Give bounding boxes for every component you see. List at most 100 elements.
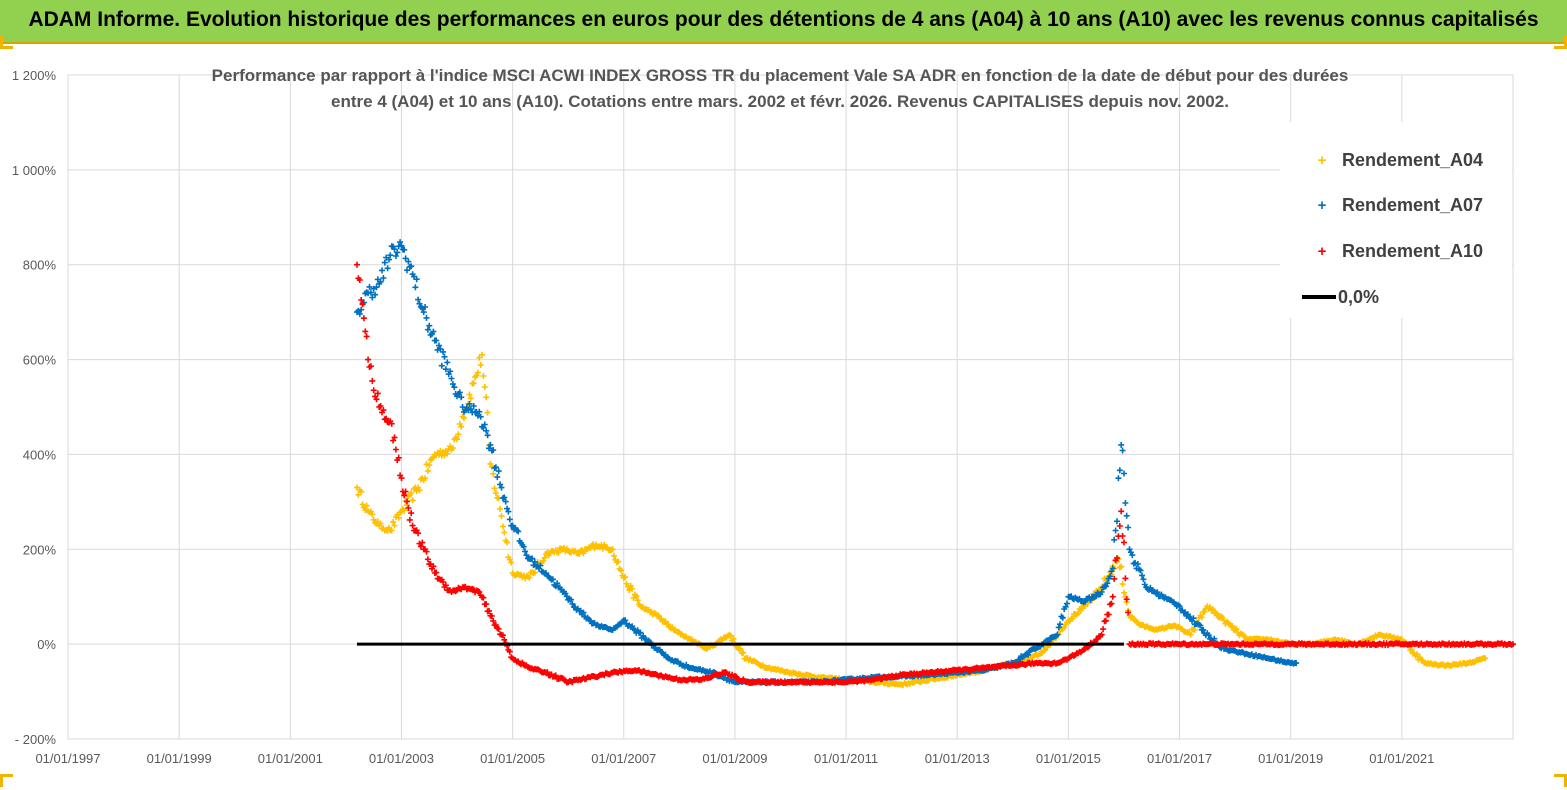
data-point: [440, 348, 447, 355]
y-tick-label: 800%: [23, 258, 57, 273]
header-banner: ADAM Informe. Evolution historique des p…: [0, 0, 1567, 44]
data-point: [1097, 591, 1104, 598]
data-point: [1116, 523, 1123, 529]
data-point: [392, 446, 399, 453]
x-axis-ticks: 01/01/1997 01/01/1999 01/01/2001 01/01/2003…: [35, 751, 1434, 766]
y-tick-label: 1 200%: [12, 68, 57, 83]
data-point: [416, 487, 423, 494]
legend-item-zero: 0,0%: [1302, 282, 1379, 312]
data-point: [358, 488, 365, 495]
data-point: [363, 502, 370, 509]
data-point: [370, 387, 377, 394]
data-point: [541, 554, 548, 561]
data-point: [409, 522, 416, 529]
data-point: [481, 384, 488, 390]
data-point: [487, 441, 494, 448]
data-point: [504, 505, 511, 512]
chart-legend: + Rendement_A04 + Rendement_A07 + Rendem…: [1280, 122, 1512, 318]
data-point: [440, 579, 447, 585]
data-point: [1104, 580, 1111, 587]
data-point: [529, 555, 536, 562]
data-point: [422, 475, 429, 482]
x-tick-label: 01/01/2015: [1036, 751, 1101, 766]
data-point: [1057, 621, 1063, 628]
data-point: [354, 261, 360, 268]
data-point: [508, 522, 515, 529]
data-point: [1140, 576, 1147, 583]
data-point: [401, 507, 408, 514]
data-point: [397, 239, 404, 246]
data-point: [737, 645, 744, 652]
data-point: [433, 569, 440, 576]
data-point: [474, 588, 481, 594]
data-point: [629, 585, 636, 592]
data-point: [1118, 563, 1125, 570]
data-point: [741, 655, 748, 662]
data-point: [1052, 633, 1059, 640]
data-point: [456, 389, 463, 396]
data-point: [422, 304, 429, 310]
data-point: [483, 394, 490, 401]
data-point: [686, 635, 693, 642]
y-tick-label: 600%: [23, 353, 57, 368]
data-point: [458, 423, 465, 430]
y-tick-label: 200%: [23, 542, 57, 557]
plus-marker-icon: +: [1317, 242, 1327, 260]
data-point: [426, 462, 433, 469]
data-point: [395, 454, 402, 461]
data-point: [499, 632, 506, 639]
corner-mark: [0, 774, 13, 787]
x-tick-label: 01/01/2009: [702, 751, 767, 766]
data-point: [481, 421, 488, 428]
data-point: [634, 597, 641, 604]
data-point: [669, 624, 676, 631]
data-point: [1197, 622, 1204, 629]
data-point: [413, 276, 420, 283]
data-point: [1059, 614, 1066, 621]
x-tick-label: 01/01/1999: [147, 751, 212, 766]
data-point: [622, 617, 629, 624]
data-point: [373, 396, 380, 403]
data-point: [544, 669, 551, 676]
data-point: [615, 558, 622, 565]
legend-label: Rendement_A10: [1342, 240, 1484, 261]
data-point: [483, 601, 490, 608]
corner-mark: [0, 36, 13, 49]
data-point: [1118, 441, 1125, 448]
data-point: [1233, 626, 1240, 632]
data-point: [466, 391, 473, 398]
data-point: [359, 501, 366, 508]
data-point: [1069, 615, 1076, 622]
data-point: [580, 550, 587, 557]
data-point: [365, 356, 372, 363]
data-point: [405, 505, 412, 511]
data-point: [1080, 647, 1087, 653]
data-point: [362, 328, 369, 335]
legend-item-a07: + Rendement_A07: [1302, 190, 1483, 220]
data-point: [1211, 635, 1218, 642]
data-point: [486, 607, 492, 614]
data-point: [480, 373, 487, 379]
data-point: [386, 256, 392, 263]
y-tick-label: 400%: [23, 447, 57, 462]
data-point: [355, 307, 362, 314]
data-point: [406, 516, 413, 523]
data-point: [384, 265, 391, 272]
data-point: [498, 513, 505, 520]
data-point: [388, 420, 395, 427]
data-point: [1108, 600, 1115, 607]
data-point: [590, 541, 597, 548]
data-point: [367, 363, 374, 370]
data-point: [1122, 500, 1129, 506]
data-point: [458, 394, 465, 401]
data-point: [1102, 617, 1109, 624]
data-point: [501, 529, 508, 536]
data-point: [356, 310, 363, 317]
data-point: [506, 648, 513, 655]
data-point: [404, 498, 410, 505]
data-point: [415, 296, 422, 303]
data-point: [444, 359, 451, 366]
data-point: [387, 252, 394, 259]
data-point: [494, 474, 501, 481]
data-point: [497, 505, 504, 512]
